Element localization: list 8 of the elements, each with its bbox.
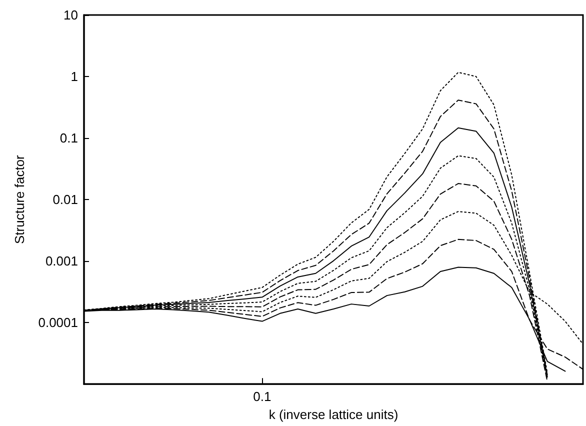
y-tick-label: 0.0001 xyxy=(38,315,78,330)
y-tick-label: 1 xyxy=(70,69,78,84)
x-axis-title: k (inverse lattice units) xyxy=(268,407,398,422)
y-axis-title: Structure factor xyxy=(12,154,27,244)
y-tick-label: 0.001 xyxy=(45,254,78,269)
y-tick-label: 0.01 xyxy=(52,192,78,208)
y-tick-label: 0.1 xyxy=(60,130,78,146)
y-tick-label: 10 xyxy=(64,8,78,22)
